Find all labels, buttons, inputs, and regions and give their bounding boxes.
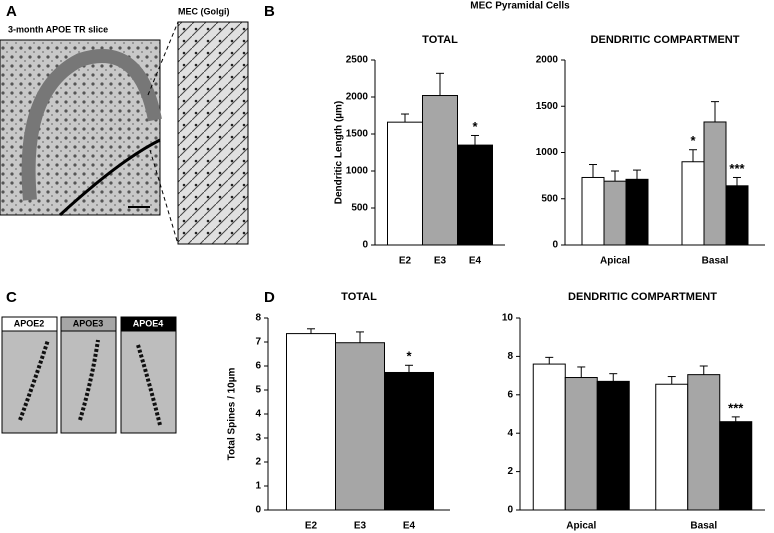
x-tick-label: E3	[354, 521, 367, 532]
x-tick-label: E3	[434, 256, 447, 267]
y-tick-label: 1000	[346, 166, 369, 177]
spine-image	[60, 316, 117, 434]
image-label: APOE2	[14, 318, 45, 328]
chart-title: DENDRITIC COMPARTMENT	[568, 291, 717, 303]
y-tick-label: 500	[351, 203, 368, 214]
panel-letter: B	[264, 3, 275, 20]
label-box	[60, 316, 117, 332]
dendrite	[136, 344, 162, 426]
image-label: APOE3	[73, 318, 104, 328]
x-tick-label: Apical	[566, 521, 596, 532]
y-axis-label: Total Spines / 10µm	[227, 367, 238, 460]
image-label: MEC (Golgi)	[178, 6, 230, 16]
panel-a: A 3-month APOE TR slice MEC (Golgi)	[0, 3, 249, 245]
chart-title: DENDRITIC COMPARTMENT	[591, 34, 740, 46]
y-tick-label: 0	[552, 240, 558, 251]
significance-marker: ***	[728, 400, 744, 415]
y-tick-label: 8	[507, 351, 513, 362]
bar	[687, 374, 721, 511]
label-box	[120, 316, 177, 332]
y-axis-label: Dendritic Length (µm)	[334, 101, 345, 205]
x-tick-label: E2	[399, 256, 412, 267]
significance-marker: *	[472, 119, 478, 134]
bar	[596, 380, 630, 511]
x-tick-label: Basal	[702, 256, 729, 267]
image-label: APOE4	[133, 318, 164, 328]
y-tick-label: 8	[255, 313, 261, 324]
bar	[564, 377, 598, 511]
dendrite	[18, 339, 50, 421]
panel-letter: A	[6, 3, 17, 20]
panel-title: MEC Pyramidal Cells	[470, 1, 570, 12]
y-tick-label: 1500	[536, 101, 559, 112]
bar	[603, 180, 627, 246]
y-tick-label: 7	[255, 337, 261, 348]
bar	[457, 144, 493, 246]
chart-title: TOTAL	[422, 34, 458, 46]
y-tick-label: 6	[507, 389, 513, 400]
x-tick-label: E4	[403, 521, 416, 532]
y-tick-label: 4	[507, 428, 513, 439]
bar	[725, 185, 749, 246]
bar	[422, 95, 458, 246]
y-tick-label: 0	[362, 240, 368, 251]
y-tick-label: 2500	[346, 55, 369, 66]
panel-c: C APOE2 APOE3 APOE4	[1, 289, 177, 434]
y-tick-label: 1	[255, 481, 261, 492]
bar	[719, 421, 753, 511]
bar	[703, 121, 727, 246]
bar	[681, 161, 705, 246]
bar	[655, 383, 689, 511]
dendrite	[78, 339, 100, 421]
y-tick-label: 4	[255, 409, 261, 420]
significance-marker: *	[690, 133, 696, 148]
panel-letter: D	[264, 289, 275, 306]
image-label: 3-month APOE TR slice	[8, 24, 108, 34]
bar	[335, 342, 385, 511]
y-tick-label: 500	[541, 193, 558, 204]
x-tick-label: E2	[305, 521, 318, 532]
bar	[384, 371, 434, 511]
y-tick-label: 5	[255, 385, 261, 396]
significance-marker: ***	[729, 161, 745, 176]
zoom-line	[147, 21, 179, 96]
bar	[625, 178, 649, 246]
spine-image	[1, 316, 58, 434]
significance-marker: *	[406, 349, 412, 364]
y-tick-label: 3	[255, 433, 261, 444]
chart-title: TOTAL	[341, 291, 377, 303]
x-tick-label: Basal	[690, 521, 717, 532]
y-tick-label: 0	[507, 505, 513, 516]
y-tick-label: 2000	[536, 55, 559, 66]
y-tick-label: 6	[255, 361, 261, 372]
zoom-line	[149, 149, 179, 245]
y-tick-label: 10	[502, 313, 514, 324]
y-tick-label: 0	[255, 505, 261, 516]
y-tick-label: 2	[255, 457, 261, 468]
y-tick-label: 1000	[536, 147, 559, 158]
y-tick-label: 1500	[346, 129, 369, 140]
slice-boundary	[58, 138, 161, 217]
golgi-image	[177, 21, 249, 245]
y-tick-label: 2	[507, 466, 513, 477]
y-tick-label: 2000	[346, 92, 369, 103]
bar	[286, 333, 336, 511]
slice-structure	[21, 49, 162, 201]
bar	[532, 363, 566, 511]
label-box	[1, 316, 58, 332]
x-tick-label: Apical	[600, 256, 630, 267]
x-tick-label: E4	[469, 256, 482, 267]
panel-letter: C	[6, 289, 17, 306]
bar	[581, 176, 605, 246]
bar	[387, 121, 423, 246]
